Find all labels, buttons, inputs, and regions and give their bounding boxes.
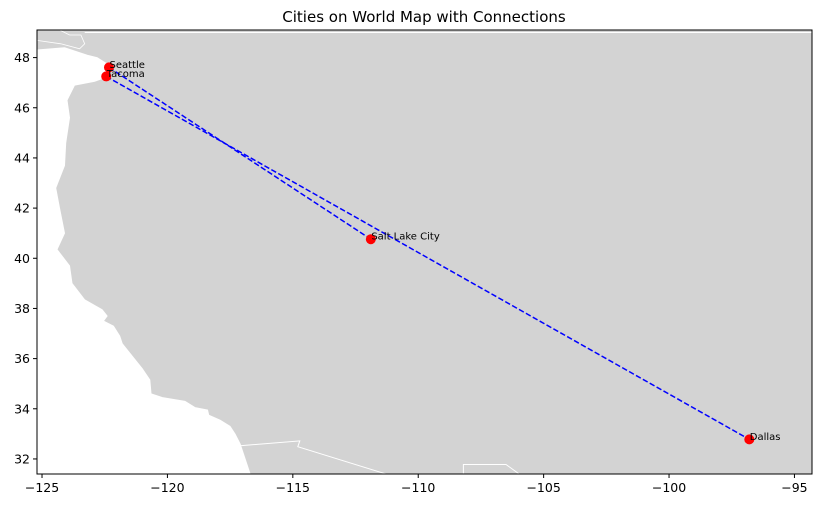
x-tick-label: −115 <box>276 480 310 495</box>
y-tick-label: 42 <box>14 201 30 216</box>
x-tick-label: −95 <box>781 480 807 495</box>
y-tick-label: 36 <box>14 351 30 366</box>
land-north-america <box>37 30 812 474</box>
city-label: Dallas <box>750 432 781 443</box>
y-tick-label: 32 <box>14 451 30 466</box>
y-tick-label: 48 <box>14 50 30 65</box>
y-tick-label: 34 <box>14 401 30 416</box>
chart-title: Cities on World Map with Connections <box>282 8 566 26</box>
y-axis: 32 34 36 38 40 42 44 46 48 <box>14 50 37 466</box>
plot-frame <box>36 29 813 475</box>
y-tick-label: 40 <box>14 251 30 266</box>
city-label: Seattle <box>109 60 144 71</box>
connections-layer <box>105 66 750 441</box>
city-point <box>103 62 114 73</box>
y-tick-label: 44 <box>14 150 30 165</box>
x-tick-label: −110 <box>401 480 435 495</box>
y-tick-label: 38 <box>14 301 30 316</box>
city-label: Salt Lake City <box>371 232 440 243</box>
city-point <box>365 234 376 245</box>
y-tick-label: 46 <box>14 100 30 115</box>
x-tick-label: −105 <box>526 480 560 495</box>
city-label: Tacoma <box>106 69 145 80</box>
x-tick-label: −120 <box>150 480 184 495</box>
x-tick-label: −125 <box>25 480 59 495</box>
city-point <box>744 434 755 445</box>
country-border <box>240 440 521 474</box>
land-vancouver-island <box>37 30 86 50</box>
connection-line <box>108 66 372 240</box>
connection-line <box>105 75 750 441</box>
city-points-layer <box>101 62 755 445</box>
city-point <box>101 71 112 82</box>
land-layer <box>37 30 812 474</box>
x-tick-label: −100 <box>652 480 686 495</box>
x-axis: −125 −120 −115 −110 −105 −100 −95 <box>25 474 808 495</box>
